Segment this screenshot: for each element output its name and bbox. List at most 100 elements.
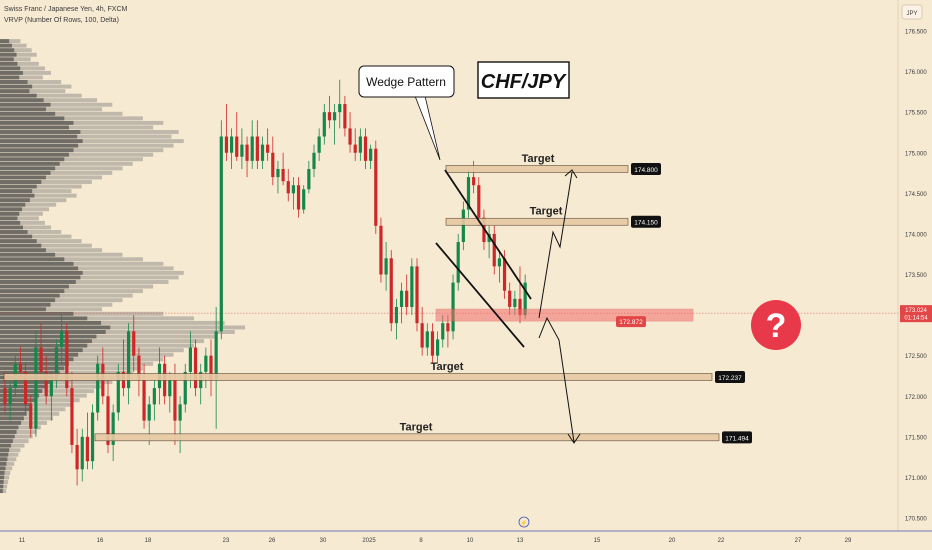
- volume-row: [0, 61, 39, 66]
- x-tick-label: 8: [419, 538, 423, 544]
- target-price-badge: [715, 371, 745, 384]
- volume-row: [0, 152, 154, 157]
- candle-body: [394, 306, 398, 324]
- y-tick-label: 174.000: [905, 232, 927, 238]
- volume-row-delta: [0, 170, 51, 175]
- volume-row: [0, 307, 103, 312]
- volume-row: [0, 98, 97, 103]
- candle-body: [456, 242, 460, 283]
- candle-body: [106, 396, 110, 445]
- symbol-title: Swiss Franc / Japanese Yen, 4h, FXCM: [4, 6, 128, 13]
- y-tick-label: 172.500: [905, 354, 927, 360]
- candle-body: [24, 371, 28, 405]
- candle-body: [127, 331, 131, 389]
- volume-row-delta: [0, 466, 6, 471]
- volume-row-delta: [0, 148, 74, 153]
- candle-body: [451, 282, 455, 332]
- candle-body: [44, 371, 48, 397]
- volume-row: [0, 348, 184, 353]
- volume-row-delta: [0, 93, 37, 98]
- candle-body: [307, 168, 311, 190]
- volume-row-delta: [0, 98, 44, 103]
- volume-row-delta: [0, 257, 65, 262]
- volume-row: [0, 457, 17, 462]
- volume-row: [0, 480, 9, 484]
- candle-body: [338, 104, 342, 113]
- volume-row-delta: [0, 480, 4, 484]
- wedge-upper-line: [444, 169, 532, 300]
- volume-row-delta: [0, 57, 14, 62]
- candle-body: [255, 136, 259, 161]
- volume-row-delta: [0, 152, 69, 157]
- volume-row: [0, 252, 123, 257]
- candle-body: [508, 290, 512, 307]
- candle-body: [29, 404, 33, 429]
- candle-body: [405, 290, 409, 307]
- candle-body: [446, 323, 450, 332]
- volume-row-delta: [0, 398, 36, 403]
- volume-row: [0, 198, 67, 203]
- candle-body: [369, 148, 373, 161]
- volume-row: [0, 148, 164, 153]
- candle-body: [204, 355, 208, 372]
- volume-row-delta: [0, 143, 79, 148]
- volume-row-delta: [0, 66, 21, 71]
- volume-row: [0, 180, 92, 184]
- volume-row-delta: [0, 411, 27, 416]
- volume-row: [0, 70, 52, 75]
- volume-row: [0, 75, 43, 80]
- candle-body: [441, 323, 445, 340]
- volume-row: [0, 330, 235, 334]
- candle-body: [502, 258, 507, 291]
- candle-countdown-label: 01:14:54: [904, 316, 928, 322]
- candle-body: [219, 136, 223, 332]
- volume-row: [0, 175, 103, 180]
- wedge-callout-box: [358, 65, 455, 98]
- volume-row-delta: [0, 402, 33, 407]
- volume-row-delta: [0, 339, 92, 344]
- currency-badge: [901, 4, 923, 20]
- lightning-icon: [518, 516, 530, 528]
- volume-row: [0, 170, 113, 175]
- candle-body: [65, 331, 69, 389]
- volume-row-delta: [0, 161, 60, 166]
- target-price-label: 174.150: [634, 220, 658, 227]
- volume-row: [0, 207, 49, 212]
- candle-body: [492, 233, 496, 267]
- volume-row: [0, 216, 39, 221]
- candle-body: [353, 144, 357, 153]
- volume-row: [0, 161, 133, 166]
- volume-row: [0, 80, 62, 84]
- volume-row-delta: [0, 330, 106, 334]
- lightning-glyph: ⚡: [520, 519, 527, 527]
- y-tick-label: 174.500: [905, 192, 927, 198]
- volume-row: [0, 280, 169, 284]
- volume-row: [0, 248, 103, 253]
- volume-row: [0, 234, 72, 239]
- volume-row: [0, 416, 54, 421]
- volume-row-delta: [0, 270, 83, 275]
- x-tick-label: 16: [97, 538, 104, 544]
- volume-row: [0, 139, 184, 144]
- wedge-callout-label: Wedge Pattern: [366, 75, 446, 89]
- volume-row: [0, 302, 113, 307]
- target-price-badge: [631, 215, 661, 228]
- volume-row: [0, 189, 72, 194]
- volume-row-delta: [0, 307, 46, 312]
- volume-row-delta: [0, 211, 20, 216]
- candle-body: [420, 323, 424, 348]
- volume-row-delta: [0, 207, 23, 212]
- volume-row: [0, 89, 66, 94]
- candle-body: [312, 152, 316, 169]
- target-label: Target: [522, 153, 555, 165]
- candle-body: [49, 380, 53, 397]
- volume-row-delta: [0, 220, 21, 225]
- candle-body: [425, 331, 429, 348]
- volume-row: [0, 270, 184, 275]
- candle-body: [70, 388, 74, 445]
- volume-row-delta: [0, 334, 97, 339]
- volume-row: [0, 193, 77, 198]
- volume-row-delta: [0, 84, 33, 89]
- target-label: Target: [530, 206, 563, 218]
